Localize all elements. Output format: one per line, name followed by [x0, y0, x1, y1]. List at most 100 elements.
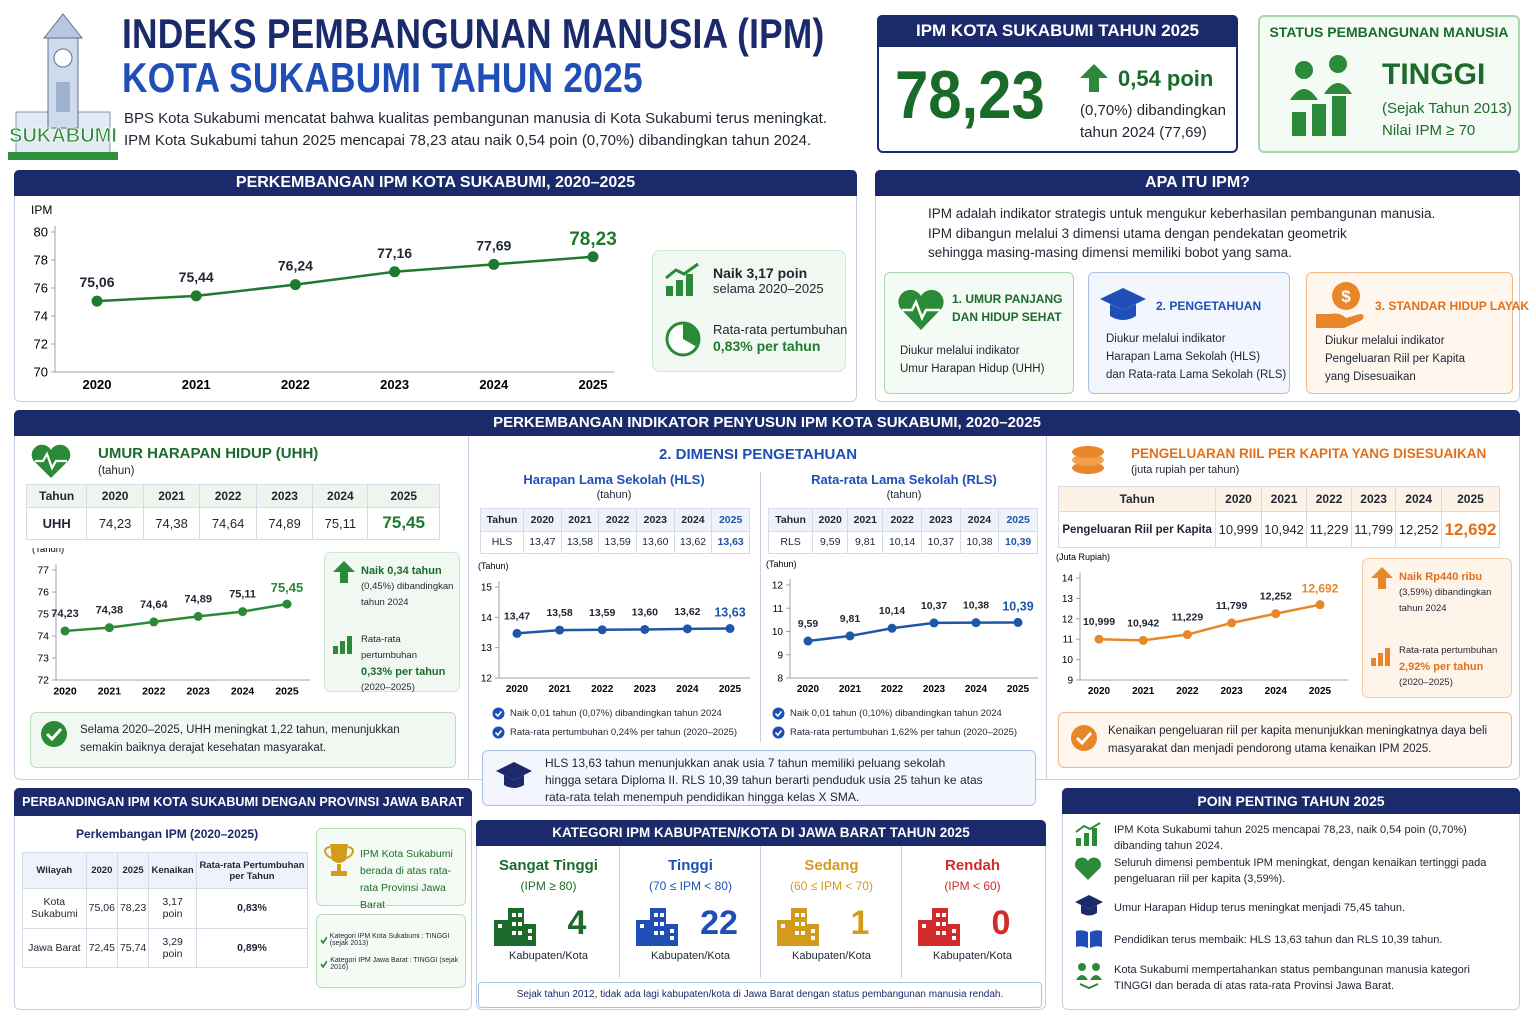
logo-text: SUKABUMI [9, 125, 117, 147]
y-axis-label: (Tahun) [766, 560, 797, 569]
window [660, 913, 664, 917]
icon-part [494, 710, 503, 718]
icon-part [683, 322, 700, 347]
x-tick-label: 2023 [187, 686, 211, 698]
table-cell: 74,38 [142, 506, 201, 541]
city-logo: SUKABUMI [8, 13, 118, 160]
window [498, 924, 502, 928]
about-text: IPM adalah indikator strategis untuk men… [928, 204, 1435, 263]
data-label: 74,38 [96, 605, 124, 617]
check-text: Kategori IPM Kota Sukabumi : TINGGI (sej… [329, 933, 450, 947]
note-row: Rata-rata pertumbuhan 1,62% per tahun (2… [772, 723, 1040, 742]
text-line: Harapan Lama Sekolah (HLS) [1106, 351, 1261, 363]
icon-part [1332, 282, 1360, 310]
bars-icon [1371, 648, 1390, 666]
text-line: DAN HIDUP SEHAT [952, 310, 1062, 324]
data-label: 75,06 [79, 274, 114, 290]
table-cell: 74,89 [255, 506, 314, 541]
icon-part [1371, 658, 1376, 666]
coins-icon [1072, 446, 1104, 474]
table-cell: 12,252 [1395, 511, 1442, 548]
window [795, 922, 799, 926]
icon-part [1079, 983, 1099, 990]
table-header-cell: 2023 [635, 508, 675, 532]
x-tick-label: 2025 [275, 686, 299, 698]
table-cell: 10,38 [959, 530, 1000, 554]
highlight-text: selama 2020–2025 [713, 281, 824, 296]
category-column: Rendah (IPM < 60) 0 Kabupaten/Kota [901, 846, 1043, 978]
data-line [807, 621, 1019, 643]
table-header-cell: 2022 [199, 484, 257, 508]
check-icon [492, 726, 505, 739]
icon-part [504, 775, 524, 788]
data-point [1315, 600, 1325, 610]
window [512, 913, 516, 917]
icon-part [1316, 313, 1364, 328]
window [795, 931, 799, 935]
window [670, 929, 674, 933]
community-icon [1076, 963, 1102, 990]
table-cell: 13,58 [560, 530, 600, 554]
hls-table: Tahun 2020 2021 2022 2023 2024 2025 HLS 13,47 13,… [480, 508, 750, 554]
window [952, 929, 956, 933]
data-point [640, 624, 650, 634]
money-icon: $ [1316, 282, 1364, 328]
expenditure-highlight: Rata-rata pertumbuhan 2,92% per tahun (202… [1399, 643, 1509, 691]
table-cell: UHH [25, 506, 88, 541]
data-point [725, 624, 735, 634]
y-tick-label: 15 [481, 583, 493, 594]
data-label: 11,229 [1172, 612, 1204, 624]
highlight-text: Rata-rata pertumbuhan [1399, 645, 1498, 656]
data-label: 9,81 [840, 613, 861, 625]
check-icon [320, 960, 328, 968]
window [660, 931, 664, 935]
uhh-title: UMUR HARAPAN HIDUP (UHH) [98, 445, 319, 462]
heart-icon [31, 444, 71, 478]
knowledge-summary: HLS 13,63 tahun menunjukkan anak usia 7 … [545, 755, 983, 806]
window [518, 931, 522, 935]
x-tick-label: 2022 [591, 684, 614, 695]
data-point [1227, 618, 1237, 628]
icon-part [56, 82, 70, 112]
table-header-cell: 2023 [920, 508, 961, 532]
y-tick-label: 75 [37, 609, 49, 621]
ipm-box-title: IPM KOTA SUKABUMI TAHUN 2025 [877, 15, 1238, 47]
window [528, 929, 532, 933]
data-label: 12,692 [1302, 582, 1339, 596]
highlight-text: Naik 3,17 poin [713, 265, 808, 281]
status-level: TINGGI [1382, 58, 1486, 91]
table-cell: 0,83% [195, 888, 309, 929]
data-point [488, 258, 500, 270]
table-cell: 74,64 [199, 506, 257, 541]
data-label: 10,999 [1083, 616, 1115, 628]
table-header-cell: 2023 [255, 484, 314, 508]
icon-part [1290, 89, 1318, 100]
key-points-title: POIN PENTING TAHUN 2025 [1062, 788, 1520, 814]
check-icon [1071, 725, 1097, 751]
icon-part [41, 721, 67, 747]
status-title: STATUS PEMBANGUNAN MANUSIA [1269, 24, 1509, 40]
table-header-cell: 2021 [560, 508, 600, 532]
key-point: IPM Kota Sukabumi tahun 2025 mencapai 78… [1114, 824, 1467, 852]
table-cell: 13,62 [673, 530, 713, 554]
data-point [289, 279, 301, 291]
y-tick-label: 11 [773, 604, 784, 615]
text-line: sehingga masing-masing dimensi memiliki … [928, 245, 1292, 260]
y-tick-label: 10 [1062, 655, 1074, 666]
icon-part [774, 710, 783, 718]
table-header-cell: 2022 [598, 508, 637, 532]
icon-part [492, 726, 505, 739]
table-header-row: Tahun 2020 2021 2022 2023 2024 2025 [25, 484, 440, 508]
icon-part [686, 274, 693, 296]
rls-unit: (tahun) [886, 489, 922, 501]
comparison-title: PERBANDINGAN IPM KOTA SUKABUMI DENGAN PR… [14, 788, 472, 816]
comparison-subtitle: Perkembangan IPM (2020–2025) [76, 827, 259, 841]
highlight-text: tahun 2024 [1399, 603, 1447, 614]
hls-notes: Naik 0,01 tahun (0,07%) dibandingkan tah… [492, 704, 754, 742]
icon-part [1075, 895, 1103, 909]
text-line: 1. UMUR PANJANG [952, 292, 1063, 306]
x-tick-label: 2021 [548, 684, 571, 695]
text-line: 3. STANDAR HIDUP LAYAK [1375, 299, 1530, 313]
data-point [803, 636, 813, 646]
data-point [845, 631, 855, 641]
